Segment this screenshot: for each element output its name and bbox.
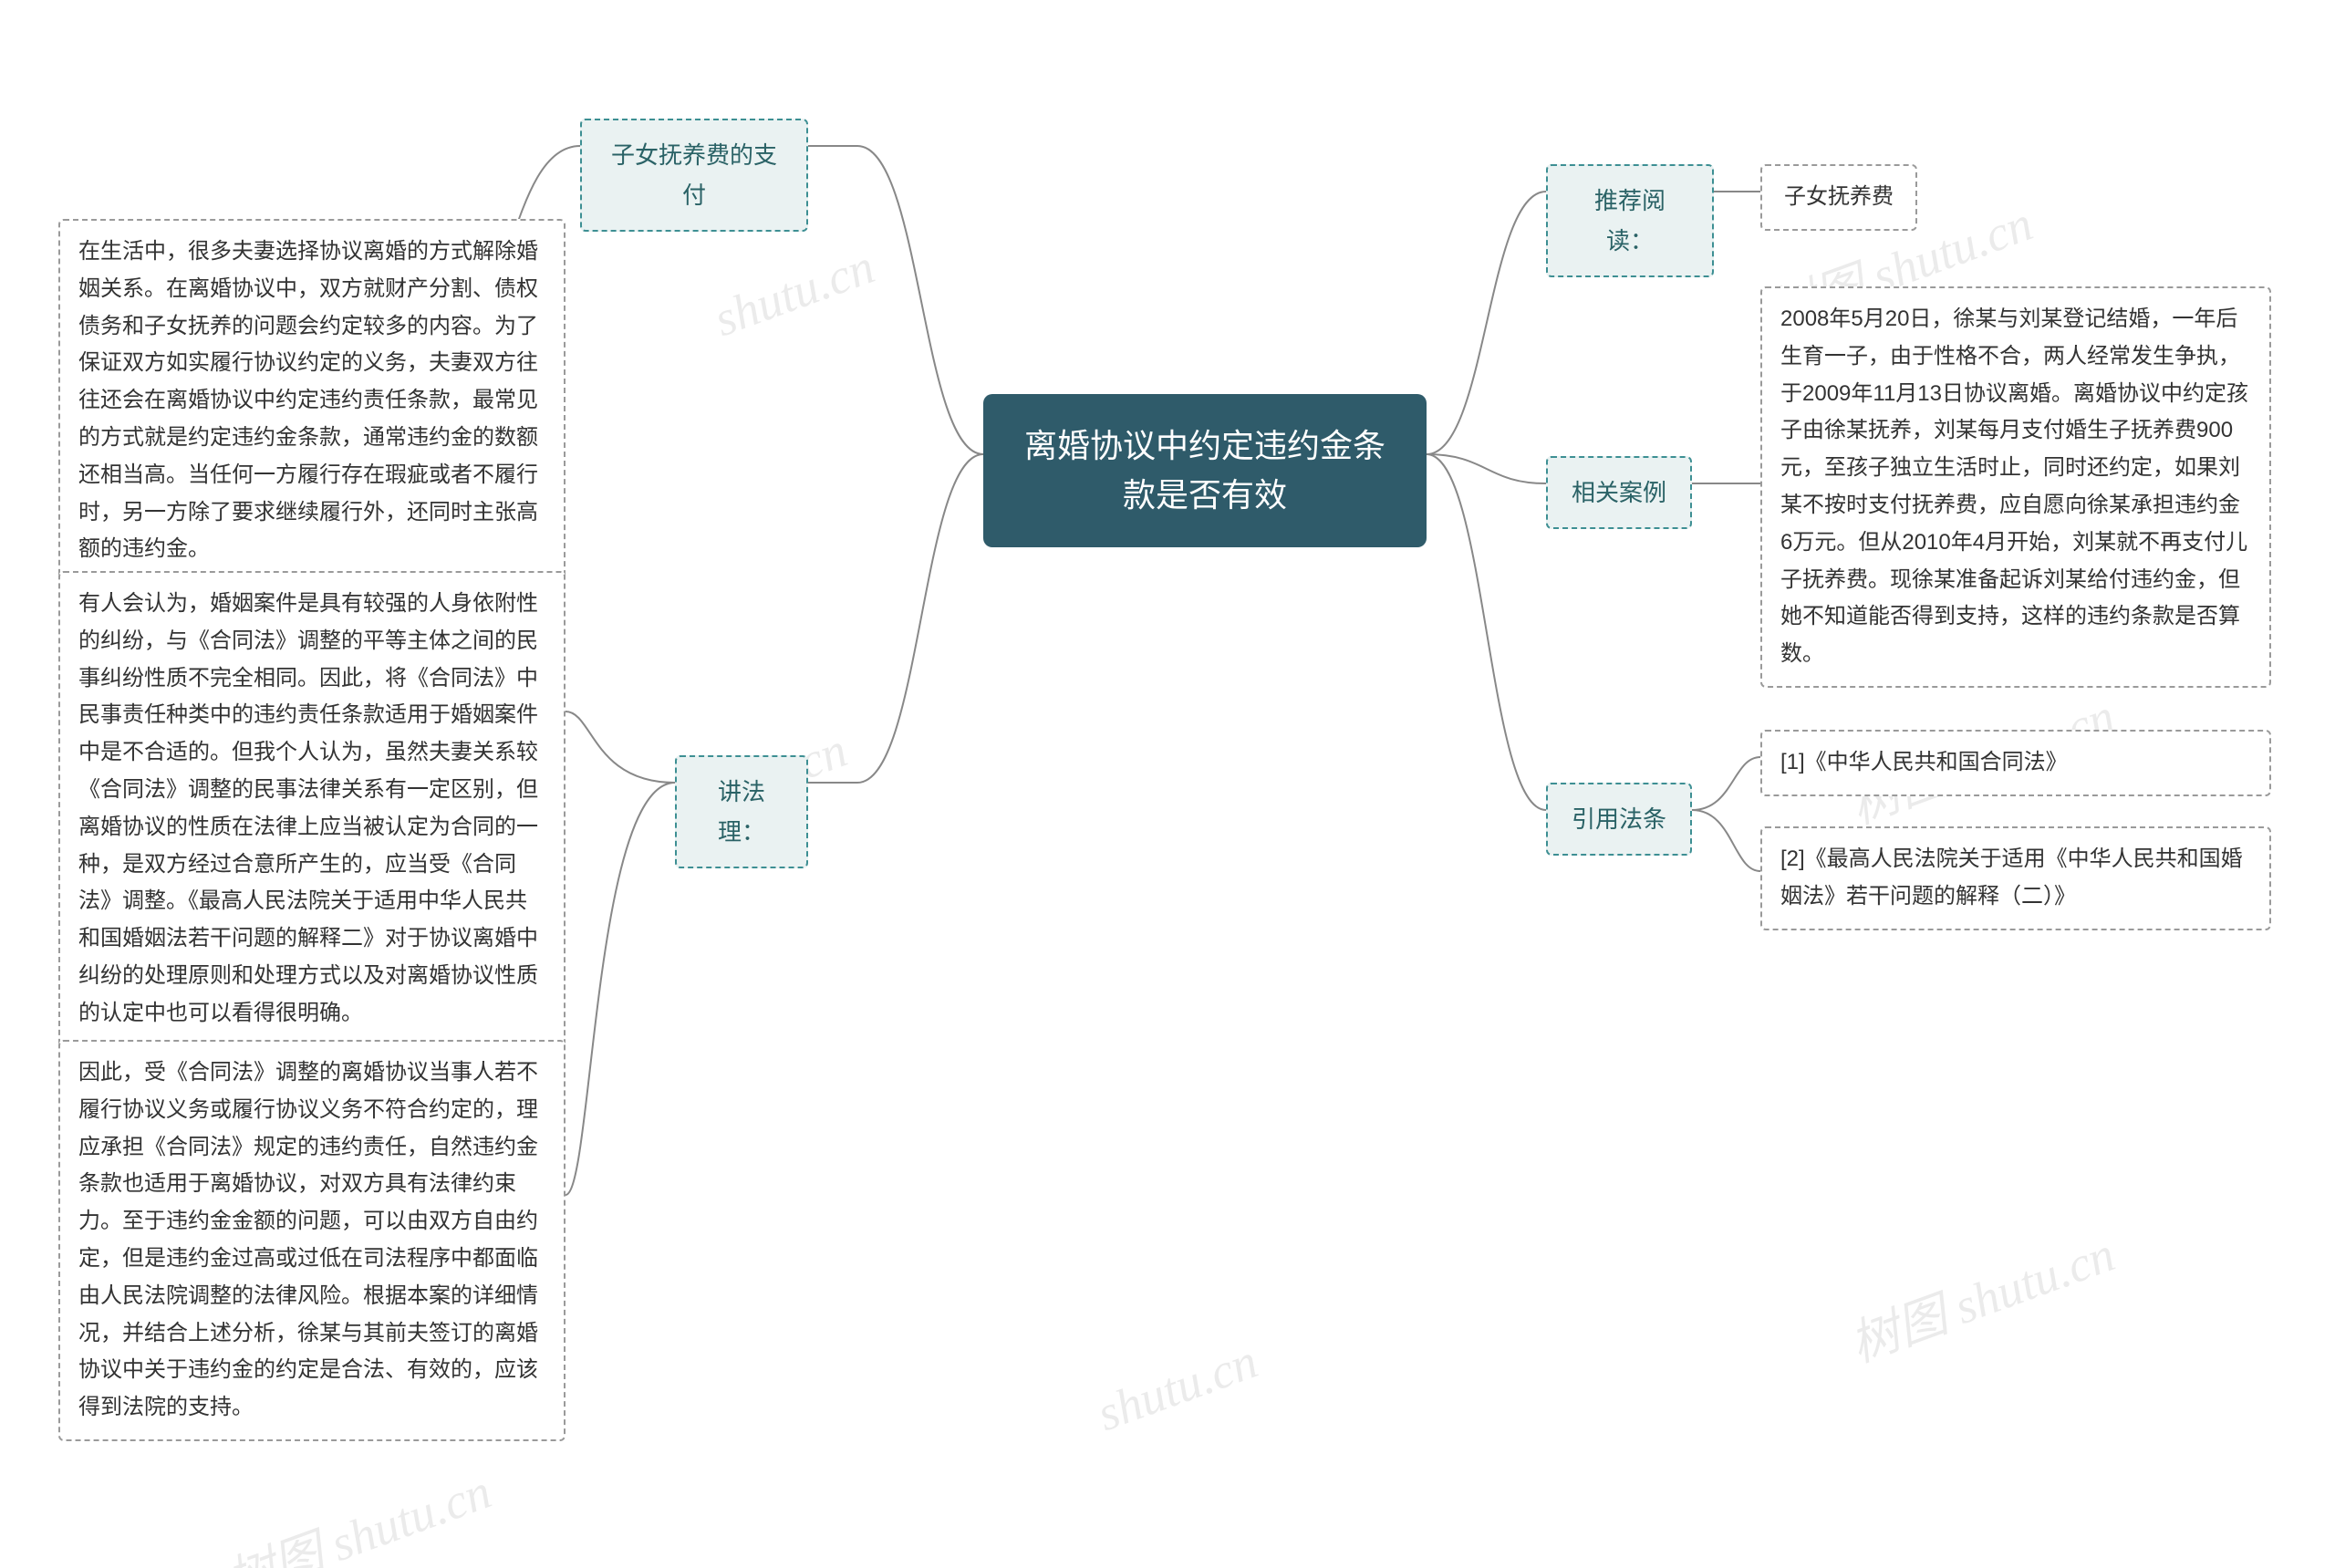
leaf-text: 子女抚养费 xyxy=(1784,184,1894,209)
branch-label: 子女抚养费的支付 xyxy=(611,141,777,209)
left-leaf-theory-2: 因此，受《合同法》调整的离婚协议当事人若不履行协议义务或履行协议义务不符合约定的… xyxy=(58,1040,566,1441)
leaf-text: 2008年5月20日，徐某与刘某登记结婚，一年后生育一子，由于性格不合，两人经常… xyxy=(1780,306,2248,666)
right-branch-recommended: 推荐阅读： xyxy=(1546,164,1714,277)
left-branch-legal-theory: 讲法理： xyxy=(675,755,808,868)
branch-label: 推荐阅读： xyxy=(1594,187,1666,254)
right-branch-case: 相关案例 xyxy=(1546,456,1692,529)
center-text: 离婚协议中约定违约金条 款是否有效 xyxy=(1024,427,1385,514)
left-leaf-intro: 在生活中，很多夫妻选择协议离婚的方式解除婚姻关系。在离婚协议中，双方就财产分割、… xyxy=(58,219,566,583)
left-branch-child-support: 子女抚养费的支付 xyxy=(580,119,808,232)
right-leaf-citation-1: [1]《中华人民共和国合同法》 xyxy=(1760,730,2271,796)
branch-label: 讲法理： xyxy=(718,778,765,846)
branch-label: 引用法条 xyxy=(1572,805,1666,833)
leaf-text: [2]《最高人民法院关于适用《中华人民共和国婚姻法》若干问题的解释（二）》 xyxy=(1780,846,2243,909)
right-leaf-case: 2008年5月20日，徐某与刘某登记结婚，一年后生育一子，由于性格不合，两人经常… xyxy=(1760,286,2271,688)
right-leaf-citation-2: [2]《最高人民法院关于适用《中华人民共和国婚姻法》若干问题的解释（二）》 xyxy=(1760,826,2271,930)
leaf-text: 在生活中，很多夫妻选择协议离婚的方式解除婚姻关系。在离婚协议中，双方就财产分割、… xyxy=(78,239,538,561)
left-leaf-theory-1: 有人会认为，婚姻案件是具有较强的人身依附性的纠纷，与《合同法》调整的平等主体之间… xyxy=(58,571,566,1047)
leaf-text: [1]《中华人民共和国合同法》 xyxy=(1780,750,2068,774)
watermark: shutu.cn xyxy=(1090,1333,1265,1442)
watermark: 树图 shutu.cn xyxy=(215,1451,500,1568)
branch-label: 相关案例 xyxy=(1572,479,1666,506)
right-branch-citations: 引用法条 xyxy=(1546,783,1692,856)
leaf-text: 有人会认为，婚姻案件是具有较强的人身依附性的纠纷，与《合同法》调整的平等主体之间… xyxy=(78,591,538,1025)
center-node: 离婚协议中约定违约金条 款是否有效 xyxy=(983,394,1427,547)
leaf-text: 因此，受《合同法》调整的离婚协议当事人若不履行协议义务或履行协议义务不符合约定的… xyxy=(78,1060,538,1419)
watermark: shutu.cn xyxy=(707,238,882,348)
watermark: 树图 shutu.cn xyxy=(1839,1214,2123,1376)
right-leaf-recommended: 子女抚养费 xyxy=(1760,164,1917,231)
